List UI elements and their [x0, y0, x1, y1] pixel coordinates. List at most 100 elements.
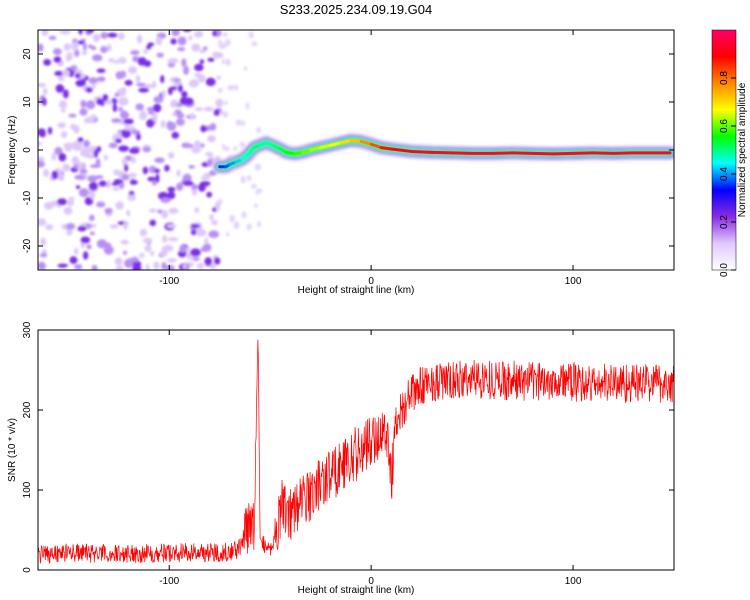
noise-blob — [65, 223, 76, 230]
sparse-blob — [248, 31, 254, 36]
noise-blob — [38, 160, 46, 168]
noise-blob — [216, 75, 221, 80]
noise-blob — [56, 198, 68, 206]
noise-blob — [120, 70, 127, 79]
spectrogram-plot-area — [38, 30, 674, 270]
noise-blob — [182, 264, 188, 270]
noise-blob — [177, 36, 187, 46]
spectrogram-x-label: Height of straight line (km) — [298, 285, 415, 296]
noise-blob — [213, 109, 220, 116]
noise-blob — [191, 147, 201, 154]
noise-blob — [91, 83, 97, 89]
spectrogram-y-label: Frequency (Hz) — [7, 116, 18, 185]
noise-blob — [203, 106, 214, 112]
noise-blob — [115, 201, 124, 210]
x-tick-label: 100 — [565, 576, 582, 587]
noise-blob — [157, 209, 163, 214]
noise-blob — [90, 114, 97, 120]
sparse-blob — [222, 111, 229, 118]
spectrogram-x-ticks: -100 0 100 — [159, 30, 582, 287]
noise-blob — [144, 244, 152, 253]
snr-y-label: SNR (10 * v/v) — [7, 418, 18, 482]
sparse-blob — [256, 221, 262, 227]
noise-blob — [176, 112, 185, 119]
noise-blob — [66, 228, 73, 236]
sparse-blob — [233, 221, 240, 230]
noise-blob — [166, 258, 177, 263]
noise-blob — [160, 120, 166, 128]
noise-blob — [167, 57, 179, 64]
noise-blob — [172, 111, 177, 117]
noise-blob — [178, 84, 183, 93]
noise-blob — [97, 76, 106, 82]
noise-blob — [43, 168, 50, 178]
noise-blob — [77, 225, 87, 232]
sparse-blob — [218, 45, 226, 49]
noise-blob — [45, 224, 54, 231]
noise-blob — [55, 84, 65, 93]
sparse-blob — [223, 101, 229, 105]
noise-blob — [140, 228, 148, 236]
noise-blob — [64, 144, 73, 152]
noise-blob — [142, 237, 153, 244]
noise-blob — [120, 239, 129, 245]
noise-blob — [153, 95, 164, 104]
noise-blob — [166, 224, 177, 229]
ridge-core-segment — [359, 139, 373, 146]
snr-plot-area — [38, 330, 674, 570]
noise-blob — [160, 75, 165, 84]
noise-blob — [62, 163, 71, 172]
noise-blob — [136, 34, 143, 44]
noise-blob — [213, 52, 224, 59]
noise-blob — [88, 77, 99, 84]
noise-blob — [127, 66, 138, 74]
noise-blob — [121, 158, 128, 166]
noise-blob — [106, 44, 112, 52]
noise-blob — [93, 149, 99, 158]
noise-blob — [89, 164, 101, 169]
sparse-blob — [254, 163, 262, 171]
noise-blob — [107, 32, 118, 38]
noise-blob — [117, 106, 123, 112]
noise-blob — [92, 223, 97, 228]
noise-blob — [155, 173, 160, 183]
noise-blob — [152, 80, 157, 89]
noise-blob — [92, 54, 103, 62]
y-tick-label: 10 — [22, 96, 33, 108]
frequency-ridge — [212, 133, 674, 174]
noise-blob — [113, 59, 119, 64]
sparse-blob — [241, 120, 246, 127]
noise-blob — [194, 63, 204, 72]
sparse-blob — [243, 65, 248, 72]
noise-blob — [87, 175, 98, 183]
sparse-blob — [240, 175, 246, 184]
noise-blob — [74, 73, 81, 79]
y-tick-label: 300 — [22, 321, 33, 338]
noise-blob — [132, 264, 142, 270]
noise-blob — [151, 180, 157, 186]
noise-blob — [161, 246, 168, 251]
noise-blob — [191, 189, 198, 196]
sparse-blob — [246, 223, 253, 229]
noise-blob — [112, 103, 118, 113]
noise-blob — [130, 156, 137, 163]
colorbar-label: Normalized spectral amplitude — [737, 82, 748, 217]
noise-blob — [164, 164, 170, 172]
noise-blob — [124, 79, 133, 86]
noise-blob — [193, 30, 204, 38]
sparse-blob — [218, 39, 222, 47]
noise-blob — [200, 181, 211, 187]
noise-blob — [161, 210, 169, 219]
noise-region — [38, 30, 263, 270]
y-tick-label: 20 — [22, 48, 33, 60]
noise-blob — [163, 244, 174, 252]
noise-blob — [138, 253, 145, 258]
noise-blob — [51, 170, 59, 180]
noise-blob — [75, 79, 87, 87]
noise-blob — [59, 30, 71, 35]
sparse-blob — [217, 198, 223, 205]
noise-blob — [186, 143, 194, 149]
noise-blob — [109, 224, 119, 229]
noise-blob — [42, 97, 47, 106]
noise-blob — [113, 169, 120, 176]
